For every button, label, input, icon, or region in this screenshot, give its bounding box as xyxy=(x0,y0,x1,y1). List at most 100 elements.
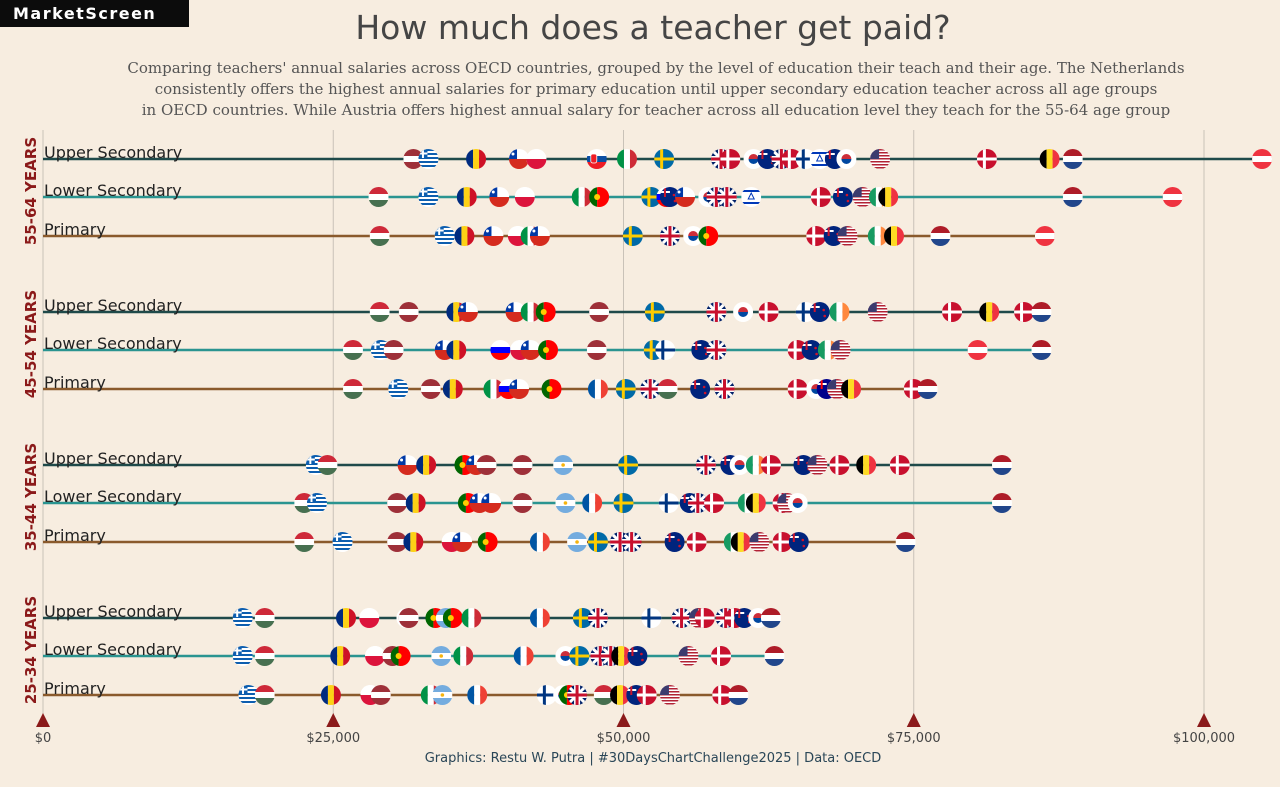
flag-marker-nz xyxy=(627,646,648,666)
flag-marker-nz xyxy=(664,532,685,552)
flag-marker-lv xyxy=(398,608,419,628)
education-level-label: Primary xyxy=(44,526,106,545)
axis-tick-marker xyxy=(616,713,631,727)
flag-marker-dk xyxy=(810,187,831,207)
flag-marker-cl xyxy=(505,302,526,322)
flag-marker-cl xyxy=(483,226,504,246)
flag-marker-us xyxy=(837,226,858,246)
education-level-label: Primary xyxy=(44,373,106,392)
flag-marker-it xyxy=(616,149,637,169)
flag-marker-hu xyxy=(254,646,275,666)
flag-marker-dk xyxy=(760,455,781,475)
age-group-label: 55-64 YEARS xyxy=(22,137,40,245)
education-level-label: Upper Secondary xyxy=(44,143,182,162)
flag-marker-gr xyxy=(434,226,455,246)
flag-marker-nz xyxy=(809,302,830,322)
education-level-label: Primary xyxy=(44,220,106,239)
flag-marker-cl xyxy=(457,302,478,322)
flag-marker-pt xyxy=(589,187,610,207)
flag-marker-hu xyxy=(317,455,338,475)
flag-marker-nl xyxy=(917,379,938,399)
flag-marker-pt xyxy=(698,226,719,246)
flag-marker-hu xyxy=(657,379,678,399)
flag-marker-nz xyxy=(734,608,755,628)
flag-marker-kr xyxy=(743,149,764,169)
flag-marker-fr xyxy=(467,685,488,705)
flag-marker-dk xyxy=(1014,302,1035,322)
flag-marker-nl xyxy=(1062,149,1083,169)
flag-marker-dk xyxy=(712,685,733,705)
x-tick-label: $75,000 xyxy=(887,731,941,746)
flag-marker-be xyxy=(884,226,905,246)
flag-marker-kr xyxy=(836,149,857,169)
flag-marker-nl xyxy=(728,685,749,705)
flag-marker-cl xyxy=(529,226,550,246)
flag-marker-dk xyxy=(772,532,793,552)
flag-marker-at xyxy=(1252,149,1273,169)
flag-marker-cl xyxy=(466,455,487,475)
flag-marker-gr xyxy=(418,187,439,207)
flag-marker-cl xyxy=(397,455,418,475)
flag-marker-gb xyxy=(714,379,735,399)
flag-marker-ro xyxy=(442,379,463,399)
flag-marker-us xyxy=(867,302,888,322)
flag-marker-nl xyxy=(760,608,781,628)
flag-marker-gb xyxy=(716,187,737,207)
flag-marker-gr xyxy=(232,608,253,628)
flag-marker-nz xyxy=(690,379,711,399)
flag-marker-cl xyxy=(469,493,490,513)
flag-marker-nz xyxy=(691,340,712,360)
flag-marker-ro xyxy=(320,685,341,705)
axis-tick-marker xyxy=(906,713,921,727)
flag-marker-ro xyxy=(454,226,475,246)
flag-marker-hu xyxy=(369,226,390,246)
flag-marker-cl xyxy=(520,340,541,360)
flag-marker-fi xyxy=(795,149,816,169)
flag-marker-pt xyxy=(541,379,562,399)
flag-marker-ro xyxy=(330,646,351,666)
flag-marker-lv xyxy=(387,532,408,552)
flag-marker-dk xyxy=(686,532,707,552)
axis-tick-marker xyxy=(326,713,341,727)
flag-marker-nz xyxy=(788,532,809,552)
flag-marker-lv xyxy=(420,379,441,399)
education-level-label: Upper Secondary xyxy=(44,449,182,468)
flag-marker-gb xyxy=(695,455,716,475)
flag-marker-ar xyxy=(553,455,574,475)
flag-marker-dk xyxy=(942,302,963,322)
flag-marker-dk xyxy=(787,379,808,399)
flag-marker-dk xyxy=(889,455,910,475)
flag-marker-be xyxy=(841,379,862,399)
flag-marker-pt xyxy=(477,532,498,552)
flag-marker-se xyxy=(613,493,634,513)
flag-marker-lv xyxy=(370,685,391,705)
axis-tick-marker xyxy=(1197,713,1211,727)
flag-marker-nz xyxy=(832,187,853,207)
flag-marker-at xyxy=(1162,187,1183,207)
flag-marker-nl xyxy=(1062,187,1083,207)
education-level-label: Upper Secondary xyxy=(44,602,182,621)
subtitle-line: consistently offers the highest annual s… xyxy=(154,80,1158,98)
flag-marker-lv xyxy=(398,302,419,322)
flag-marker-gb xyxy=(671,608,692,628)
x-tick-label: $0 xyxy=(35,731,52,746)
flag-marker-us xyxy=(749,532,770,552)
flag-marker-hu xyxy=(342,379,363,399)
flag-marker-dk xyxy=(976,149,997,169)
flag-marker-hu xyxy=(254,608,275,628)
flag-marker-us xyxy=(830,340,851,360)
brand-logo: MarketScreen xyxy=(0,0,189,27)
flag-marker-dk xyxy=(720,149,741,169)
education-level-label: Lower Secondary xyxy=(44,181,182,200)
flag-marker-be xyxy=(856,455,877,475)
flag-marker-ie xyxy=(829,302,850,322)
flag-marker-cl xyxy=(434,340,455,360)
flag-marker-lv xyxy=(387,493,408,513)
flag-marker-us xyxy=(678,646,699,666)
flag-marker-gr xyxy=(388,379,409,399)
flag-marker-si xyxy=(490,340,511,360)
flag-marker-cl xyxy=(452,532,473,552)
education-level-label: Lower Secondary xyxy=(44,640,182,659)
flag-marker-dk xyxy=(903,379,924,399)
flag-marker-gb xyxy=(621,532,642,552)
